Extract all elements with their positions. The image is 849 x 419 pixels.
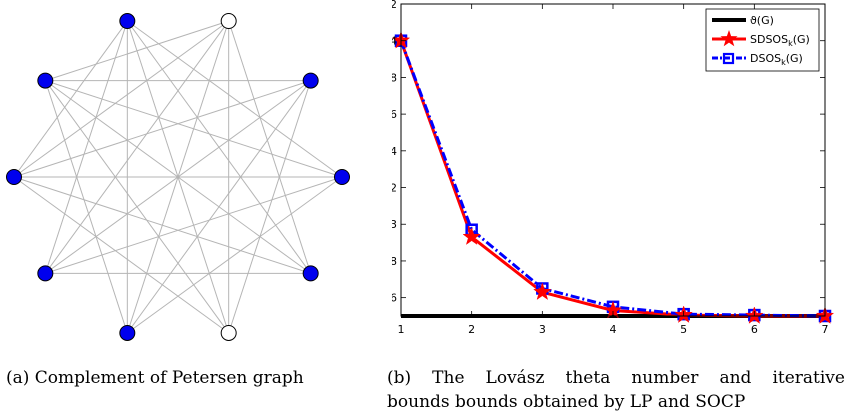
caption-b-word: The xyxy=(432,368,465,388)
caption-b-word: Lovász xyxy=(485,368,545,388)
graph-node xyxy=(220,324,237,341)
caption-a: (a) Complement of Petersen graph xyxy=(6,368,304,388)
y-axis-ticks: 2.6 2.8 3 3.2 3.4 3.6 3.8 4 4.2 xyxy=(392,0,825,305)
y-tick-label: 3.6 xyxy=(392,108,397,121)
graph-edge xyxy=(228,20,312,274)
y-tick-label: 3.2 xyxy=(392,182,397,195)
legend-marker xyxy=(720,30,738,47)
graph-edge xyxy=(13,80,311,178)
plot-marks xyxy=(392,30,835,324)
caption-b: (b) The Lovász theta number and iterativ… xyxy=(387,366,845,414)
series-marker xyxy=(462,227,481,245)
caption-b-word: (b) xyxy=(387,368,412,388)
caption-b-word: and xyxy=(719,368,752,388)
x-tick-label: 1 xyxy=(398,323,405,336)
series-line xyxy=(399,40,826,318)
petersen-complement-graph xyxy=(6,13,350,341)
graph-edge xyxy=(228,80,312,334)
x-tick-label: 3 xyxy=(539,323,546,336)
y-tick-label: 2.8 xyxy=(392,255,397,268)
caption-b-word: theta xyxy=(565,368,611,388)
graph-node xyxy=(37,72,54,89)
graph-edge xyxy=(13,20,229,178)
y-tick-label: 4.2 xyxy=(392,0,397,11)
y-tick-label: 4 xyxy=(392,35,397,48)
series-line xyxy=(399,40,825,318)
x-tick-label: 4 xyxy=(610,323,617,336)
graph-edge xyxy=(44,20,128,274)
y-tick-label: 3.4 xyxy=(392,145,397,158)
y-tick-label: 3 xyxy=(392,218,397,231)
graph-edge xyxy=(45,20,229,82)
x-tick-label: 7 xyxy=(822,323,829,336)
graph-edge xyxy=(44,80,128,334)
caption-b-word: number xyxy=(631,368,699,388)
graph-node xyxy=(119,324,136,341)
graph-node xyxy=(302,265,319,282)
legend-label: SDSOSk(G) xyxy=(750,33,810,48)
x-tick-label: 5 xyxy=(680,323,687,336)
lovasz-theta-chart: 1 2 3 4 5 6 7 2.6 2.8 3 3.2 3.4 3.6 3.8 4 4.2 ϑ(G) SDSO… xyxy=(392,0,835,336)
y-tick-label: 2.6 xyxy=(392,292,397,305)
graph-edge xyxy=(13,176,229,334)
legend-marker xyxy=(722,52,735,65)
graph-edge xyxy=(127,20,343,178)
legend-label: ϑ(G) xyxy=(750,14,774,27)
graph-node xyxy=(6,169,22,185)
series-marker xyxy=(533,282,552,301)
x-tick-label: 6 xyxy=(751,323,758,336)
graph-edge xyxy=(45,80,343,178)
y-tick-label: 3.8 xyxy=(392,71,397,84)
caption-b-line1: (b) The Lovász theta number and iterativ… xyxy=(387,366,845,390)
graph-edges xyxy=(13,20,343,334)
graph-node xyxy=(37,265,54,282)
graph-node xyxy=(119,13,136,30)
caption-b-word: iterative xyxy=(772,368,845,388)
legend-label: DSOSk(G) xyxy=(750,52,803,67)
graph-edge xyxy=(45,176,343,274)
graph-edge xyxy=(44,80,230,334)
caption-b-line2: bounds bounds obtained by LP and SOCP xyxy=(387,392,746,412)
graph-edge xyxy=(45,80,311,274)
graph-edge xyxy=(127,176,343,334)
chart-legend: ϑ(G) SDSOSk(G) DSOSk(G) xyxy=(705,8,820,72)
graph-node xyxy=(220,13,237,30)
graph-nodes xyxy=(6,13,350,341)
graph-node xyxy=(302,72,319,89)
graph-node xyxy=(334,169,350,185)
graph-edge xyxy=(13,176,311,274)
x-tick-label: 2 xyxy=(468,323,475,336)
x-axis-ticks: 1 2 3 4 5 6 7 xyxy=(398,4,829,336)
